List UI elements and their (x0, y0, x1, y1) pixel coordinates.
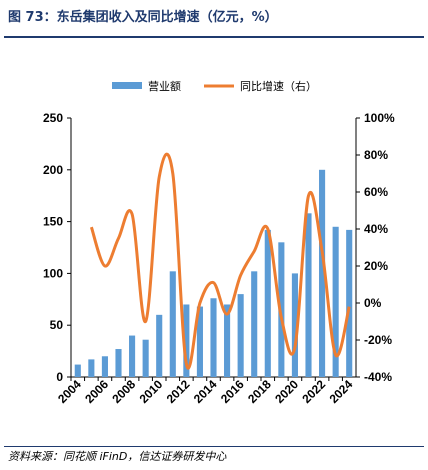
bar-revenue-2022 (319, 169, 326, 377)
left-tick-label: 0 (56, 370, 63, 384)
bar-revenue-2016 (237, 294, 244, 377)
right-tick-label: 0% (364, 296, 382, 310)
growth-line (89, 152, 351, 370)
x-tick-label: 2020 (272, 377, 301, 406)
figure-title: 图 73：东岳集团收入及同比增速（亿元，%） (8, 10, 278, 25)
bar-revenue-2021 (305, 213, 312, 377)
right-tick-label: 100% (364, 111, 395, 125)
x-tick-label: 2016 (218, 377, 247, 406)
bar-revenue-2009 (142, 339, 149, 377)
x-tick-label: 2014 (191, 377, 220, 406)
left-tick-label: 200 (43, 163, 63, 177)
bar-revenue-2005 (88, 359, 95, 377)
right-tick-label: -40% (364, 370, 392, 384)
legend-revenue-label: 营业额 (148, 79, 181, 93)
title-divider (4, 36, 424, 38)
right-tick-label: 20% (364, 259, 388, 273)
source-divider (4, 446, 424, 447)
right-tick-label: 80% (364, 148, 388, 162)
x-tick-label: 2012 (164, 377, 193, 406)
bar-revenue-2023 (332, 226, 339, 377)
bar-revenue-2014 (210, 298, 217, 377)
right-tick-label: 60% (364, 185, 388, 199)
chart-svg: 0 50 100 150 200 250 -40% -20% 0% 20% 40% 60% 80% 100… (43, 79, 395, 406)
left-tick-label: 100 (43, 266, 63, 280)
right-tick-label: 40% (364, 222, 388, 236)
bar-revenue-2024 (346, 229, 353, 377)
x-tick-label: 2006 (82, 377, 111, 406)
left-tick-label: 150 (43, 215, 63, 229)
x-tick-label: 2008 (109, 377, 138, 406)
left-tick-label: 250 (43, 111, 63, 125)
x-tick-label: 2024 (327, 377, 356, 406)
left-tick-label: 50 (50, 318, 64, 332)
right-tick-label: -20% (364, 333, 392, 347)
legend-growth-label: 同比增速（右） (240, 79, 317, 93)
bar-revenue-2004 (74, 364, 81, 377)
figure-source: 资料来源：同花顺 iFinD，信达证券研发中心 (8, 450, 227, 463)
x-tick-label: 2018 (245, 377, 274, 406)
bar-revenue-2012 (183, 304, 190, 377)
bar-revenue-2015 (224, 304, 231, 377)
bar-revenue-2011 (169, 271, 176, 377)
bar-revenue-2018 (264, 229, 271, 377)
bar-revenue-2010 (156, 314, 163, 377)
legend-revenue-swatch (112, 82, 142, 89)
bar-revenue-2020 (291, 273, 298, 377)
bar-revenue-2007 (115, 349, 122, 377)
bar-revenue-2017 (251, 271, 258, 377)
bar-revenue-2006 (101, 356, 108, 377)
x-tick-label: 2022 (299, 377, 328, 406)
bar-revenue-2008 (129, 335, 136, 377)
x-tick-label: 2010 (137, 377, 166, 406)
bar-revenue-2013 (196, 306, 203, 377)
